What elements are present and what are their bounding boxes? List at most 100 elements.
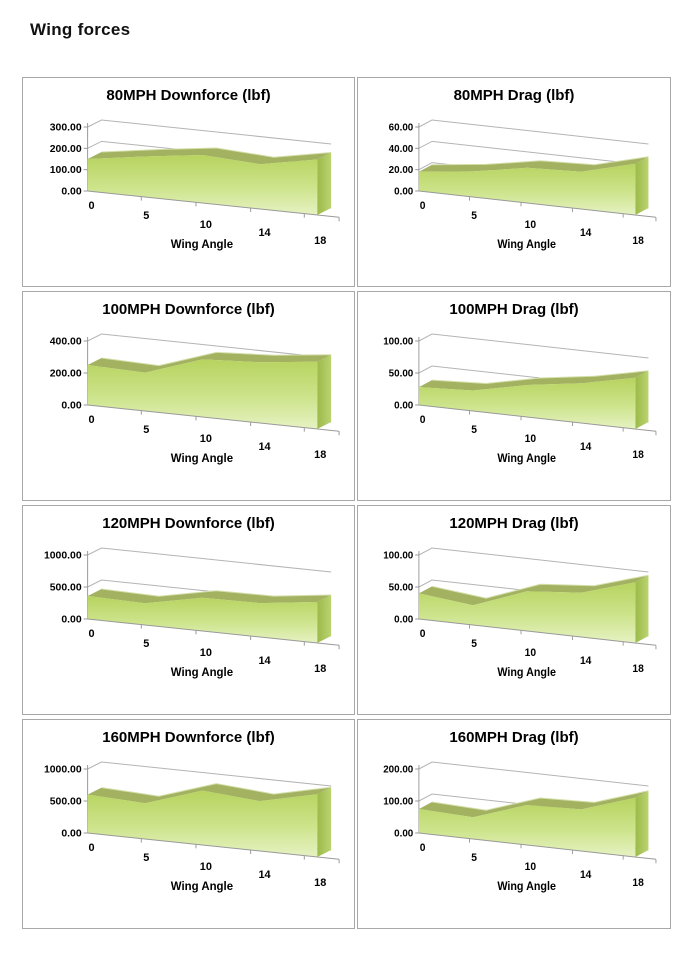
x-axis: [418, 618, 656, 646]
chart-title: 120MPH Drag (lbf): [449, 515, 579, 532]
chart-panel-3: 100MPH Downforce (lbf) 0.00 200.00 400.00 0…: [22, 291, 355, 501]
ribbon-highlight: [431, 790, 649, 811]
area-front-face: [87, 359, 318, 429]
gridline: [87, 547, 332, 573]
ribbon-highlight: [431, 370, 649, 385]
y-tick-label: 1000.00: [44, 550, 82, 561]
x-tick-label: 0: [89, 842, 95, 854]
area-front-face: [87, 790, 318, 857]
area-chart-canvas: 0.00 50.00 100.00 0 5 10 14 18 Wing Angle: [383, 333, 657, 465]
gridline: [418, 333, 649, 359]
chart-panel-6: 120MPH Drag (lbf) 0.00 50.00 100.00 0 5 10 14 1…: [357, 505, 671, 715]
chart-panel-4: 100MPH Drag (lbf) 0.00 50.00 100.00 0 5 10 14 1…: [357, 291, 671, 501]
x-tick-label: 0: [89, 628, 95, 640]
area-top-ribbon: [87, 589, 332, 604]
x-axis: [87, 832, 340, 860]
y-tick-label: 300.00: [50, 122, 82, 133]
x-tick-label: 10: [200, 647, 212, 659]
x-tick-label: 5: [471, 852, 477, 864]
page-title: Wing forces: [30, 20, 131, 39]
area-top-ribbon: [418, 575, 649, 606]
x-tick-label: 14: [580, 441, 592, 453]
y-tick-label: 100.00: [383, 336, 413, 347]
area-end-cap: [317, 595, 332, 643]
ribbon-highlight: [101, 783, 332, 797]
area-top-ribbon: [87, 352, 332, 373]
area-front-face: [87, 596, 318, 643]
x-axis-title: Wing Angle: [171, 239, 233, 251]
x-tick-label: 10: [525, 433, 537, 445]
x-tick-label: 0: [420, 414, 426, 426]
x-tick-label: 5: [143, 638, 149, 650]
area-front-face: [418, 377, 636, 429]
ribbon-highlight: [101, 351, 332, 367]
y-tick-label: 60.00: [389, 122, 414, 133]
x-tick-label: 0: [89, 414, 95, 426]
y-tick-label: 50.00: [389, 368, 414, 379]
y-tick-label: 200.00: [50, 144, 82, 155]
x-tick-label: 14: [258, 869, 271, 881]
x-axis-title: Wing Angle: [497, 239, 556, 251]
x-axis-title: Wing Angle: [171, 453, 233, 465]
ribbon-highlight: [101, 588, 332, 597]
area-chart-canvas: 0.00 100.00 200.00 300.00 0 5 10 14 18 Wing Angle: [50, 119, 340, 251]
x-tick-label: 10: [525, 219, 537, 231]
area-front-face: [418, 582, 636, 643]
x-tick-label: 18: [632, 663, 644, 675]
area-chart-canvas: 0.00 500.00 1000.00 0 5 10 14 18 Wing Angle: [44, 761, 340, 893]
chart-panel-1: 80MPH Downforce (lbf) 0.00 100.00 200.00 30…: [22, 77, 355, 287]
y-tick-label: 20.00: [389, 165, 414, 176]
area-top-ribbon: [418, 156, 649, 172]
chart-panel-5: 120MPH Downforce (lbf) 0.00 500.00 1000.00…: [22, 505, 355, 715]
gridline: [418, 547, 649, 573]
area-top-ribbon: [418, 790, 649, 818]
x-tick-label: 10: [525, 647, 537, 659]
area-chart-canvas: 0.00 500.00 1000.00 0 5 10 14 18 Wing Angle: [44, 547, 340, 679]
x-tick-label: 18: [314, 449, 326, 461]
y-tick-label: 500.00: [50, 796, 82, 807]
gridline: [87, 119, 332, 145]
chart-title: 100MPH Drag (lbf): [449, 301, 579, 318]
x-tick-label: 5: [471, 638, 477, 650]
area-chart-canvas: 0.00 100.00 200.00 0 5 10 14 18 Wing Angle: [383, 761, 657, 893]
charts-grid: 80MPH Downforce (lbf) 0.00 100.00 200.00 30…: [22, 77, 671, 929]
y-tick-label: 500.00: [50, 582, 82, 593]
area-chart-canvas: 0.00 200.00 400.00 0 5 10 14 18 Wing Angle: [50, 333, 340, 465]
x-axis-title: Wing Angle: [497, 881, 556, 893]
x-axis: [87, 404, 340, 432]
area-top-ribbon: [87, 783, 332, 804]
x-axis: [418, 832, 656, 860]
x-tick-label: 0: [420, 842, 426, 854]
area-end-cap: [635, 575, 649, 643]
area-end-cap: [317, 787, 332, 857]
y-tick-label: 0.00: [61, 186, 81, 197]
gridline: [418, 119, 649, 145]
x-tick-label: 14: [258, 655, 271, 667]
x-axis-title: Wing Angle: [171, 881, 233, 893]
area-end-cap: [317, 152, 332, 215]
x-tick-label: 5: [143, 424, 149, 436]
y-tick-label: 50.00: [389, 582, 414, 593]
x-tick-label: 18: [632, 235, 644, 247]
area-chart-canvas: 0.00 50.00 100.00 0 5 10 14 18 Wing Angle: [383, 547, 657, 679]
x-tick-label: 5: [471, 424, 477, 436]
y-tick-label: 0.00: [394, 186, 413, 197]
gridline: [418, 761, 649, 787]
x-tick-label: 14: [258, 227, 271, 239]
x-tick-label: 18: [314, 877, 326, 889]
y-tick-label: 0.00: [394, 400, 413, 411]
x-tick-label: 5: [143, 210, 149, 222]
area-end-cap: [317, 354, 332, 429]
y-tick-label: 200.00: [50, 368, 82, 379]
x-tick-label: 5: [471, 210, 477, 222]
chart-panel-8: 160MPH Drag (lbf) 0.00 100.00 200.00 0 5 10 14…: [357, 719, 671, 929]
x-axis: [418, 190, 656, 218]
area-front-face: [418, 163, 636, 215]
y-tick-label: 0.00: [394, 828, 413, 839]
chart-title: 120MPH Downforce (lbf): [102, 515, 275, 532]
chart-title: 160MPH Drag (lbf): [449, 729, 579, 746]
x-tick-label: 14: [258, 441, 271, 453]
x-tick-label: 0: [420, 628, 426, 640]
area-end-cap: [635, 790, 649, 857]
x-tick-label: 0: [420, 200, 426, 212]
